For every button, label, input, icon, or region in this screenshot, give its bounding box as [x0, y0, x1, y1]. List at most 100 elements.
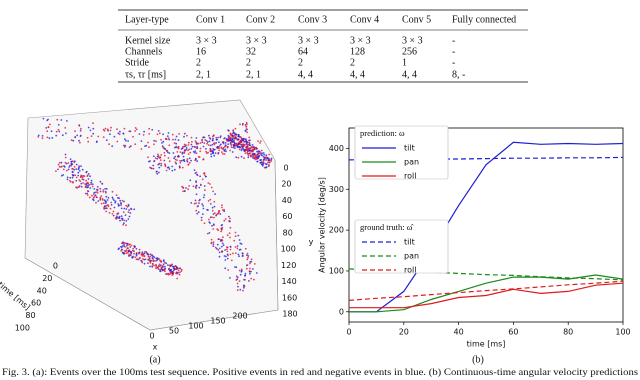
event-dot: [246, 144, 249, 146]
event-dot: [221, 204, 223, 207]
event-dot: [120, 204, 122, 207]
event-dot: [224, 148, 227, 151]
event-dot: [236, 278, 239, 281]
event-dot: [158, 171, 160, 174]
event-dot: [75, 176, 78, 179]
event-dot: [111, 145, 114, 148]
event-dot: [200, 219, 203, 222]
legend-label: tilt: [404, 144, 415, 153]
event-dot: [169, 271, 172, 274]
event-dot: [138, 248, 141, 251]
event-dot: [210, 153, 212, 156]
event-dot: [196, 174, 199, 177]
event-dot: [211, 206, 214, 209]
event-dot: [110, 201, 113, 204]
event-dot: [224, 259, 227, 261]
event-dot: [142, 258, 144, 260]
event-dot: [89, 129, 92, 132]
event-dot: [155, 263, 157, 266]
event-dot: [127, 140, 129, 142]
event-dot: [60, 174, 63, 177]
event-dot: [147, 262, 149, 264]
event-dot: [112, 198, 114, 200]
event-dot: [138, 133, 141, 135]
event-dot: [229, 253, 232, 256]
event-dot: [212, 228, 215, 230]
event-dot: [118, 215, 121, 218]
event-dot: [155, 267, 158, 270]
event-dot: [194, 159, 197, 162]
event-dot: [233, 239, 236, 242]
event-dot: [208, 140, 211, 143]
event-dot: [143, 255, 146, 257]
event-dot: [197, 211, 200, 214]
event-dot: [256, 150, 258, 153]
event-dot: [90, 179, 93, 182]
event-dot: [229, 226, 232, 229]
event-dot: [256, 157, 259, 159]
event-dot: [56, 118, 59, 121]
event-dot: [199, 183, 202, 186]
event-dot: [46, 136, 49, 139]
event-dot: [147, 255, 150, 258]
event-dot: [121, 219, 124, 221]
event-dot: [181, 151, 184, 154]
x-tick-label: 0: [149, 332, 154, 341]
event-dot: [165, 262, 168, 265]
event-dot: [104, 127, 107, 130]
table-cell: 2, 1: [196, 69, 211, 80]
event-dot: [109, 133, 111, 136]
event-dot: [238, 249, 241, 251]
event-dot: [228, 220, 231, 223]
event-dot: [223, 255, 226, 257]
event-dot: [238, 143, 241, 145]
table-header: Conv 4: [350, 14, 379, 25]
event-dot: [92, 122, 94, 125]
event-dot: [147, 258, 150, 261]
event-dot: [173, 142, 176, 144]
event-dot: [90, 181, 93, 184]
y-tick-label: 180: [282, 310, 297, 319]
event-dot: [123, 200, 125, 203]
event-dot: [158, 263, 161, 266]
event-dot: [72, 139, 75, 142]
event-dot: [105, 139, 108, 142]
event-dot: [215, 142, 218, 144]
series-line: [348, 280, 624, 301]
event-dot: [229, 277, 231, 279]
event-dot: [246, 254, 248, 256]
event-dot: [74, 136, 77, 139]
event-dot: [225, 150, 227, 153]
event-dot: [100, 202, 103, 205]
event-dot: [134, 256, 137, 259]
event-dot: [228, 215, 230, 218]
event-dot: [202, 145, 205, 148]
event-dot: [164, 165, 167, 168]
event-dot: [185, 147, 188, 149]
event-dot: [247, 156, 250, 159]
table-header: Conv 1: [196, 14, 225, 25]
event-dot: [212, 213, 215, 215]
event-dot: [171, 165, 174, 168]
event-dot: [218, 247, 221, 250]
event-dot: [79, 135, 82, 138]
event-dot: [87, 182, 90, 185]
event-dot: [140, 140, 143, 143]
event-dot: [100, 195, 103, 197]
time-tick-label: 20: [42, 274, 52, 283]
event-dot: [167, 151, 169, 154]
event-dot: [126, 206, 129, 208]
event-dot: [168, 160, 171, 163]
event-dot: [125, 249, 128, 252]
event-dot: [266, 157, 269, 160]
event-dot: [162, 263, 165, 266]
event-dot: [165, 138, 168, 141]
event-dot: [256, 160, 259, 163]
event-dot: [153, 160, 155, 163]
event-dot: [124, 146, 126, 148]
event-dot: [217, 249, 220, 251]
event-dot: [154, 157, 157, 160]
event-dot: [148, 257, 151, 260]
event-dot: [99, 187, 102, 190]
event-dot: [195, 171, 198, 174]
